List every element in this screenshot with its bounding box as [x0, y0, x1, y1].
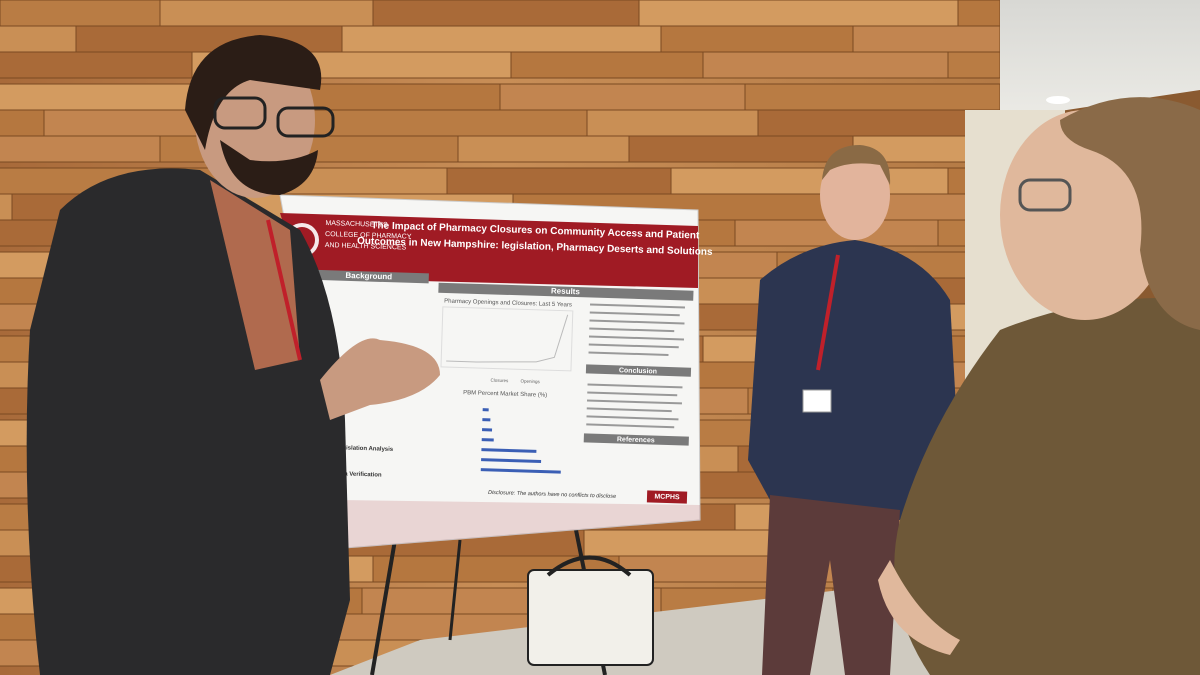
poster-header: [280, 213, 698, 288]
wood-plank: [372, 0, 640, 27]
subheading: Legislation Analysis: [335, 445, 394, 453]
wood-plank: [744, 83, 1001, 111]
text-lines: [586, 303, 686, 429]
wood-plank: [702, 51, 949, 79]
tote-handle: [546, 555, 632, 577]
hair: [822, 145, 891, 185]
section-heading: Background: [345, 271, 392, 281]
wood-plank: [957, 0, 1001, 27]
chart-title: PBM Percent Market Share (%): [463, 390, 547, 399]
bar-graphic: [480, 408, 561, 474]
wood-plank: [0, 193, 13, 221]
wood-plank: [499, 83, 746, 111]
wood-plank: [757, 109, 983, 137]
wood-plank: [0, 109, 45, 137]
presenter: [26, 35, 440, 675]
hair: [185, 35, 322, 150]
glasses: [1018, 178, 1072, 212]
ceiling-light: [1046, 96, 1070, 104]
listener: [748, 145, 960, 675]
section-bar: [308, 269, 429, 284]
tote-bag: [527, 569, 654, 666]
section-bar: [438, 282, 694, 301]
wood-plank: [0, 0, 161, 27]
hand: [320, 338, 440, 420]
hair: [1060, 97, 1200, 330]
easel-leg: [448, 539, 462, 641]
face: [820, 150, 890, 240]
hand: [878, 560, 960, 655]
section-bar: [585, 364, 692, 377]
section-heading: References: [617, 436, 655, 444]
shirt: [210, 180, 300, 370]
wood-plank: [0, 51, 193, 79]
institution: COLLEGE OF PHARMACY: [325, 231, 412, 241]
easel-leg: [370, 539, 397, 675]
chart-line: [446, 314, 569, 363]
wood-plank: [670, 167, 949, 195]
wood-plank: [628, 135, 854, 163]
wood-plank: [0, 25, 77, 53]
visitor: [878, 97, 1200, 675]
section-heading: Results: [551, 286, 581, 296]
section-bar: [583, 433, 689, 446]
institution: AND HEALTH SCIENCES: [325, 242, 407, 252]
lanyard: [266, 219, 302, 361]
subheading: Data Verification: [334, 471, 382, 478]
logo-box: [646, 490, 688, 504]
section-heading: Conclusion: [619, 367, 657, 375]
wood-plank: [446, 167, 672, 195]
legend-entry: Closures: [491, 378, 510, 384]
chart-frame: [440, 306, 574, 372]
wood-plank: [583, 529, 778, 557]
logo: MCPHS: [654, 493, 680, 501]
glasses: [276, 106, 335, 138]
institution: MASSACHUSETTS: [325, 220, 388, 229]
legend-entry: Openings: [521, 379, 541, 385]
disclosure: Disclosure: The authors have no conflict…: [488, 490, 616, 500]
wood-plank: [0, 135, 161, 163]
sweater: [748, 240, 960, 520]
wood-plank: [457, 135, 630, 163]
ceiling: [1000, 0, 1200, 120]
poster-footer: [340, 500, 700, 548]
lanyard: [816, 254, 840, 371]
poster: MASSACHUSETTS COLLEGE OF PHARMACY AND HE…: [279, 194, 713, 549]
chart-title: Pharmacy Openings and Closures: Last 5 Y…: [444, 298, 572, 308]
wood-plank: [660, 25, 854, 53]
jacket: [26, 168, 351, 675]
wood-plank: [307, 83, 501, 111]
wood-plank: [947, 51, 1001, 79]
pants: [762, 495, 900, 675]
wood-plank: [586, 109, 759, 137]
glasses: [213, 96, 267, 130]
wood-plank: [159, 0, 374, 27]
sweater: [894, 298, 1200, 675]
beard: [220, 140, 318, 195]
wood-plank: [638, 0, 959, 27]
wood-plank: [510, 51, 704, 79]
badge: [802, 389, 832, 413]
wood-plank: [852, 25, 1001, 53]
wood-plank: [341, 25, 662, 53]
